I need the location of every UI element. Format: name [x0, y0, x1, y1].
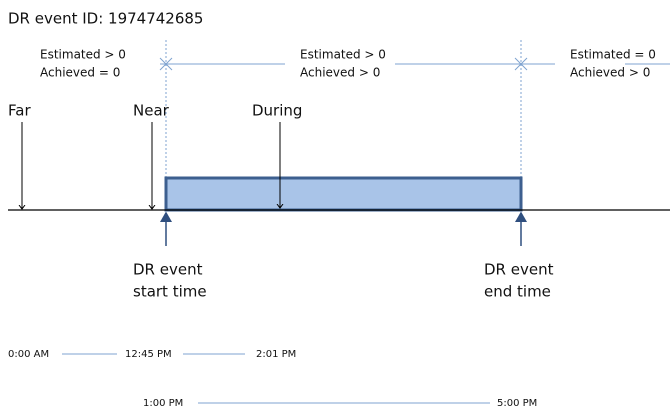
title: DR event ID: 1974742685 [8, 10, 203, 28]
event-label: DR event [484, 261, 554, 279]
time-label: 12:45 PM [125, 349, 172, 360]
time-label: 2:01 PM [256, 349, 296, 360]
phase-achieved: Achieved > 0 [300, 66, 380, 80]
marker-label: During [252, 102, 302, 120]
event-label: start time [133, 283, 207, 301]
marker-label: Far [8, 102, 31, 120]
phase-estimated: Estimated > 0 [300, 48, 386, 62]
phase-estimated: Estimated = 0 [570, 48, 656, 62]
phase-estimated: Estimated > 0 [40, 48, 126, 62]
time-label: 0:00 AM [8, 349, 49, 360]
event-arrows [160, 211, 527, 246]
phase-achieved: Achieved = 0 [40, 66, 120, 80]
time-label: 1:00 PM [143, 398, 183, 409]
event-label: end time [484, 283, 551, 301]
phase-line [159, 40, 670, 178]
time-label: 5:00 PM [497, 398, 537, 409]
event-block [164, 176, 523, 212]
marker-arrows [22, 122, 280, 209]
marker-label: Near [133, 102, 170, 120]
time-lines [62, 353, 490, 404]
phase-achieved: Achieved > 0 [570, 66, 650, 80]
event-label: DR event [133, 261, 203, 279]
